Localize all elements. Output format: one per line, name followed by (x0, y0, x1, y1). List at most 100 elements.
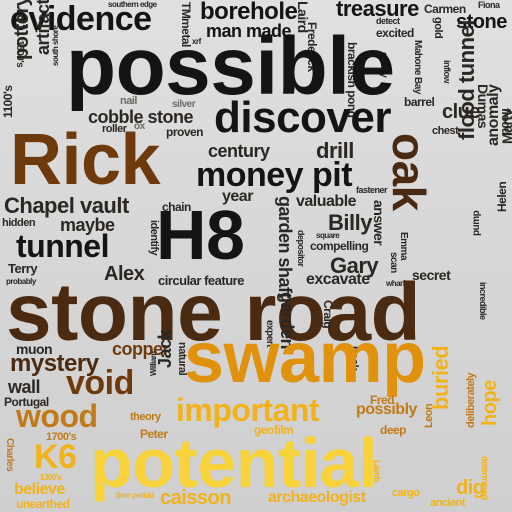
cloud-word: square (316, 231, 340, 240)
cloud-word: determined (480, 456, 490, 500)
cloud-word: mystery (10, 350, 99, 377)
cloud-word: year (222, 188, 253, 205)
cloud-word: discover (214, 93, 391, 142)
cloud-word: artifact (33, 0, 53, 55)
cloud-word: archaeologist (268, 489, 366, 506)
cloud-word: 1100's (1, 85, 15, 118)
cloud-word: Emma (398, 232, 409, 261)
cloud-word: Carmen (424, 2, 466, 16)
cloud-word: possible (66, 21, 395, 112)
cloud-word: buried (428, 345, 453, 410)
cloud-word: valuable (296, 193, 357, 210)
cloud-word: 1300's (40, 473, 62, 482)
cloud-word: man made (206, 21, 292, 41)
cloud-word: muon (16, 341, 53, 357)
cloud-word: pottery (11, 0, 33, 60)
cloud-word: Rick (10, 120, 161, 200)
cloud-word: secret (412, 267, 451, 283)
cloud-word: natural (176, 342, 188, 376)
cloud-word: Alex (104, 263, 145, 285)
cloud-word: depositor (296, 230, 306, 267)
cloud-word: time period (116, 491, 154, 500)
cloud-word: Gary (330, 253, 379, 278)
cloud-word: Terry (8, 261, 38, 276)
cloud-word: maybe (60, 215, 115, 235)
cloud-word: excavate (306, 271, 370, 288)
cloud-word: gold (432, 17, 444, 39)
cloud-word: potential (90, 424, 378, 502)
cloud-word: wharf (386, 279, 405, 288)
cloud-word: Fiona (478, 0, 500, 10)
cloud-word: chest (432, 125, 459, 137)
cloud-word: identify (148, 220, 160, 256)
cloud-word: fastener (356, 185, 388, 195)
cloud-word: silver (172, 99, 196, 110)
cloud-word: clue (442, 101, 481, 123)
cloud-word: treasure (336, 0, 419, 21)
cloud-word: tunnel (16, 228, 109, 264)
cloud-word: Portugal (4, 395, 49, 409)
cloud-word: incredible (478, 282, 488, 320)
cloud-word: proven (166, 125, 204, 139)
cloud-word: stone road (6, 267, 421, 358)
cloud-word: probably (6, 277, 36, 286)
cloud-word: hidden (2, 217, 36, 229)
cloud-word: nail (120, 95, 137, 107)
cloud-word: cargo (392, 487, 420, 499)
cloud-word: Charles (4, 438, 15, 472)
cloud-word: possibly (356, 401, 417, 418)
cloud-word: hope (479, 380, 501, 426)
cloud-word: H8 (156, 196, 245, 274)
cloud-word: important (176, 392, 320, 428)
cloud-word: geofilm (254, 423, 294, 437)
cloud-word: barrel (404, 95, 435, 109)
cloud-word: William (149, 351, 158, 376)
cloud-word: evidence (10, 0, 152, 38)
cloud-word: Jack (155, 329, 175, 368)
cloud-word: K6 (34, 438, 77, 476)
cloud-word: TM (179, 2, 193, 19)
cloud-word: chain (162, 200, 191, 214)
cloud-word: Helen (495, 181, 509, 212)
cloud-word: Billy (328, 210, 372, 235)
cloud-word: cobble stone (88, 107, 194, 127)
cloud-word: wall (8, 377, 41, 397)
cloud-word: deliberately (465, 372, 477, 428)
cloud-word: money pit (196, 156, 353, 194)
cloud-word: Fred (370, 393, 395, 407)
cloud-word: 1700's (46, 431, 77, 443)
cloud-word: believe (14, 481, 65, 498)
cloud-word: pump (471, 210, 482, 236)
cloud-word: stone (456, 11, 507, 33)
cloud-word: deep (380, 423, 407, 437)
cloud-word: borehole (200, 0, 298, 25)
cloud-word: Lamb (372, 460, 382, 483)
cloud-word: circular feature (158, 273, 244, 288)
cloud-word: flood tunnel (454, 20, 479, 140)
cloud-word: Mahone Bay (412, 40, 423, 94)
cloud-word: south shore (51, 25, 60, 66)
cloud-word: Chapel vault (4, 193, 129, 218)
cloud-word: void (66, 364, 134, 402)
cloud-word: ancient (430, 497, 466, 509)
cloud-word: southern edge (108, 0, 157, 9)
cloud-word: dig (456, 477, 485, 499)
cloud-word: compelling (310, 239, 369, 253)
cloud-word: answer (371, 200, 387, 246)
cloud-word: inflow (442, 60, 452, 83)
cloud-word: xrf (192, 37, 201, 46)
cloud-word: copper (112, 339, 170, 359)
cloud-word: detect (376, 16, 400, 26)
cloud-word: excited (376, 26, 414, 40)
cloud-word: caisson (160, 487, 231, 509)
cloud-word: wood (16, 398, 98, 434)
cloud-word: Peter (140, 427, 168, 441)
cloud-word: oak (383, 133, 435, 211)
cloud-word: roller (102, 123, 127, 135)
cloud-word: drill (316, 138, 354, 163)
cloud-word: unearthed (16, 497, 70, 511)
cloud-word: ox (134, 121, 145, 132)
cloud-word: theory (130, 411, 161, 423)
cloud-word: century (208, 141, 270, 161)
